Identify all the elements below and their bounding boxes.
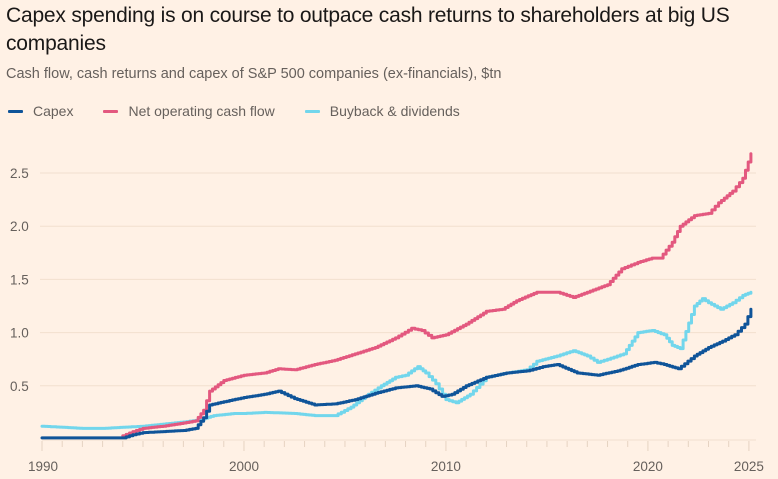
y-tick-label: 1.5 [10,272,29,287]
legend-item-buyback-dividends: Buyback & dividends [304,103,460,119]
legend-label-net-operating-cash-flow: Net operating cash flow [128,103,275,119]
legend-swatch-net-operating-cash-flow [103,109,119,113]
x-tick-label: 2025 [734,459,764,474]
y-tick-label: 2.0 [10,219,29,234]
legend-swatch-capex [8,109,23,113]
series-line-net-operating-cash-flow [121,152,753,438]
y-axis: 0.5 1.0 1.5 2.0 2.5 [10,166,29,394]
series-lines [40,152,753,440]
legend-label-buyback-dividends: Buyback & dividends [329,103,460,119]
legend-item-net-operating-cash-flow: Net operating cash flow [103,103,275,119]
x-tick-label: 2010 [431,459,461,474]
x-tick-label: 2020 [633,459,663,474]
legend: Capex Net operating cash flow Buyback & … [8,103,490,119]
y-tick-label: 2.5 [10,166,29,181]
x-tick-label: 1990 [28,459,58,474]
legend-swatch-buyback-dividends [304,109,320,113]
y-tick-label: 0.5 [10,379,29,394]
series-line-capex [40,307,753,440]
chart-subtitle: Cash flow, cash returns and capex of S&P… [6,66,502,82]
y-tick-label: 1.0 [10,326,29,341]
series-line-buyback-dividends [40,290,753,430]
gridlines [40,172,756,387]
chart-title: Capex spending is on course to outpace c… [6,4,730,55]
x-tick-label: 2000 [229,459,259,474]
legend-item-capex: Capex [8,103,73,119]
legend-label-capex: Capex [33,103,74,119]
x-axis: 1990 2000 2010 2020 2025 [28,439,764,474]
